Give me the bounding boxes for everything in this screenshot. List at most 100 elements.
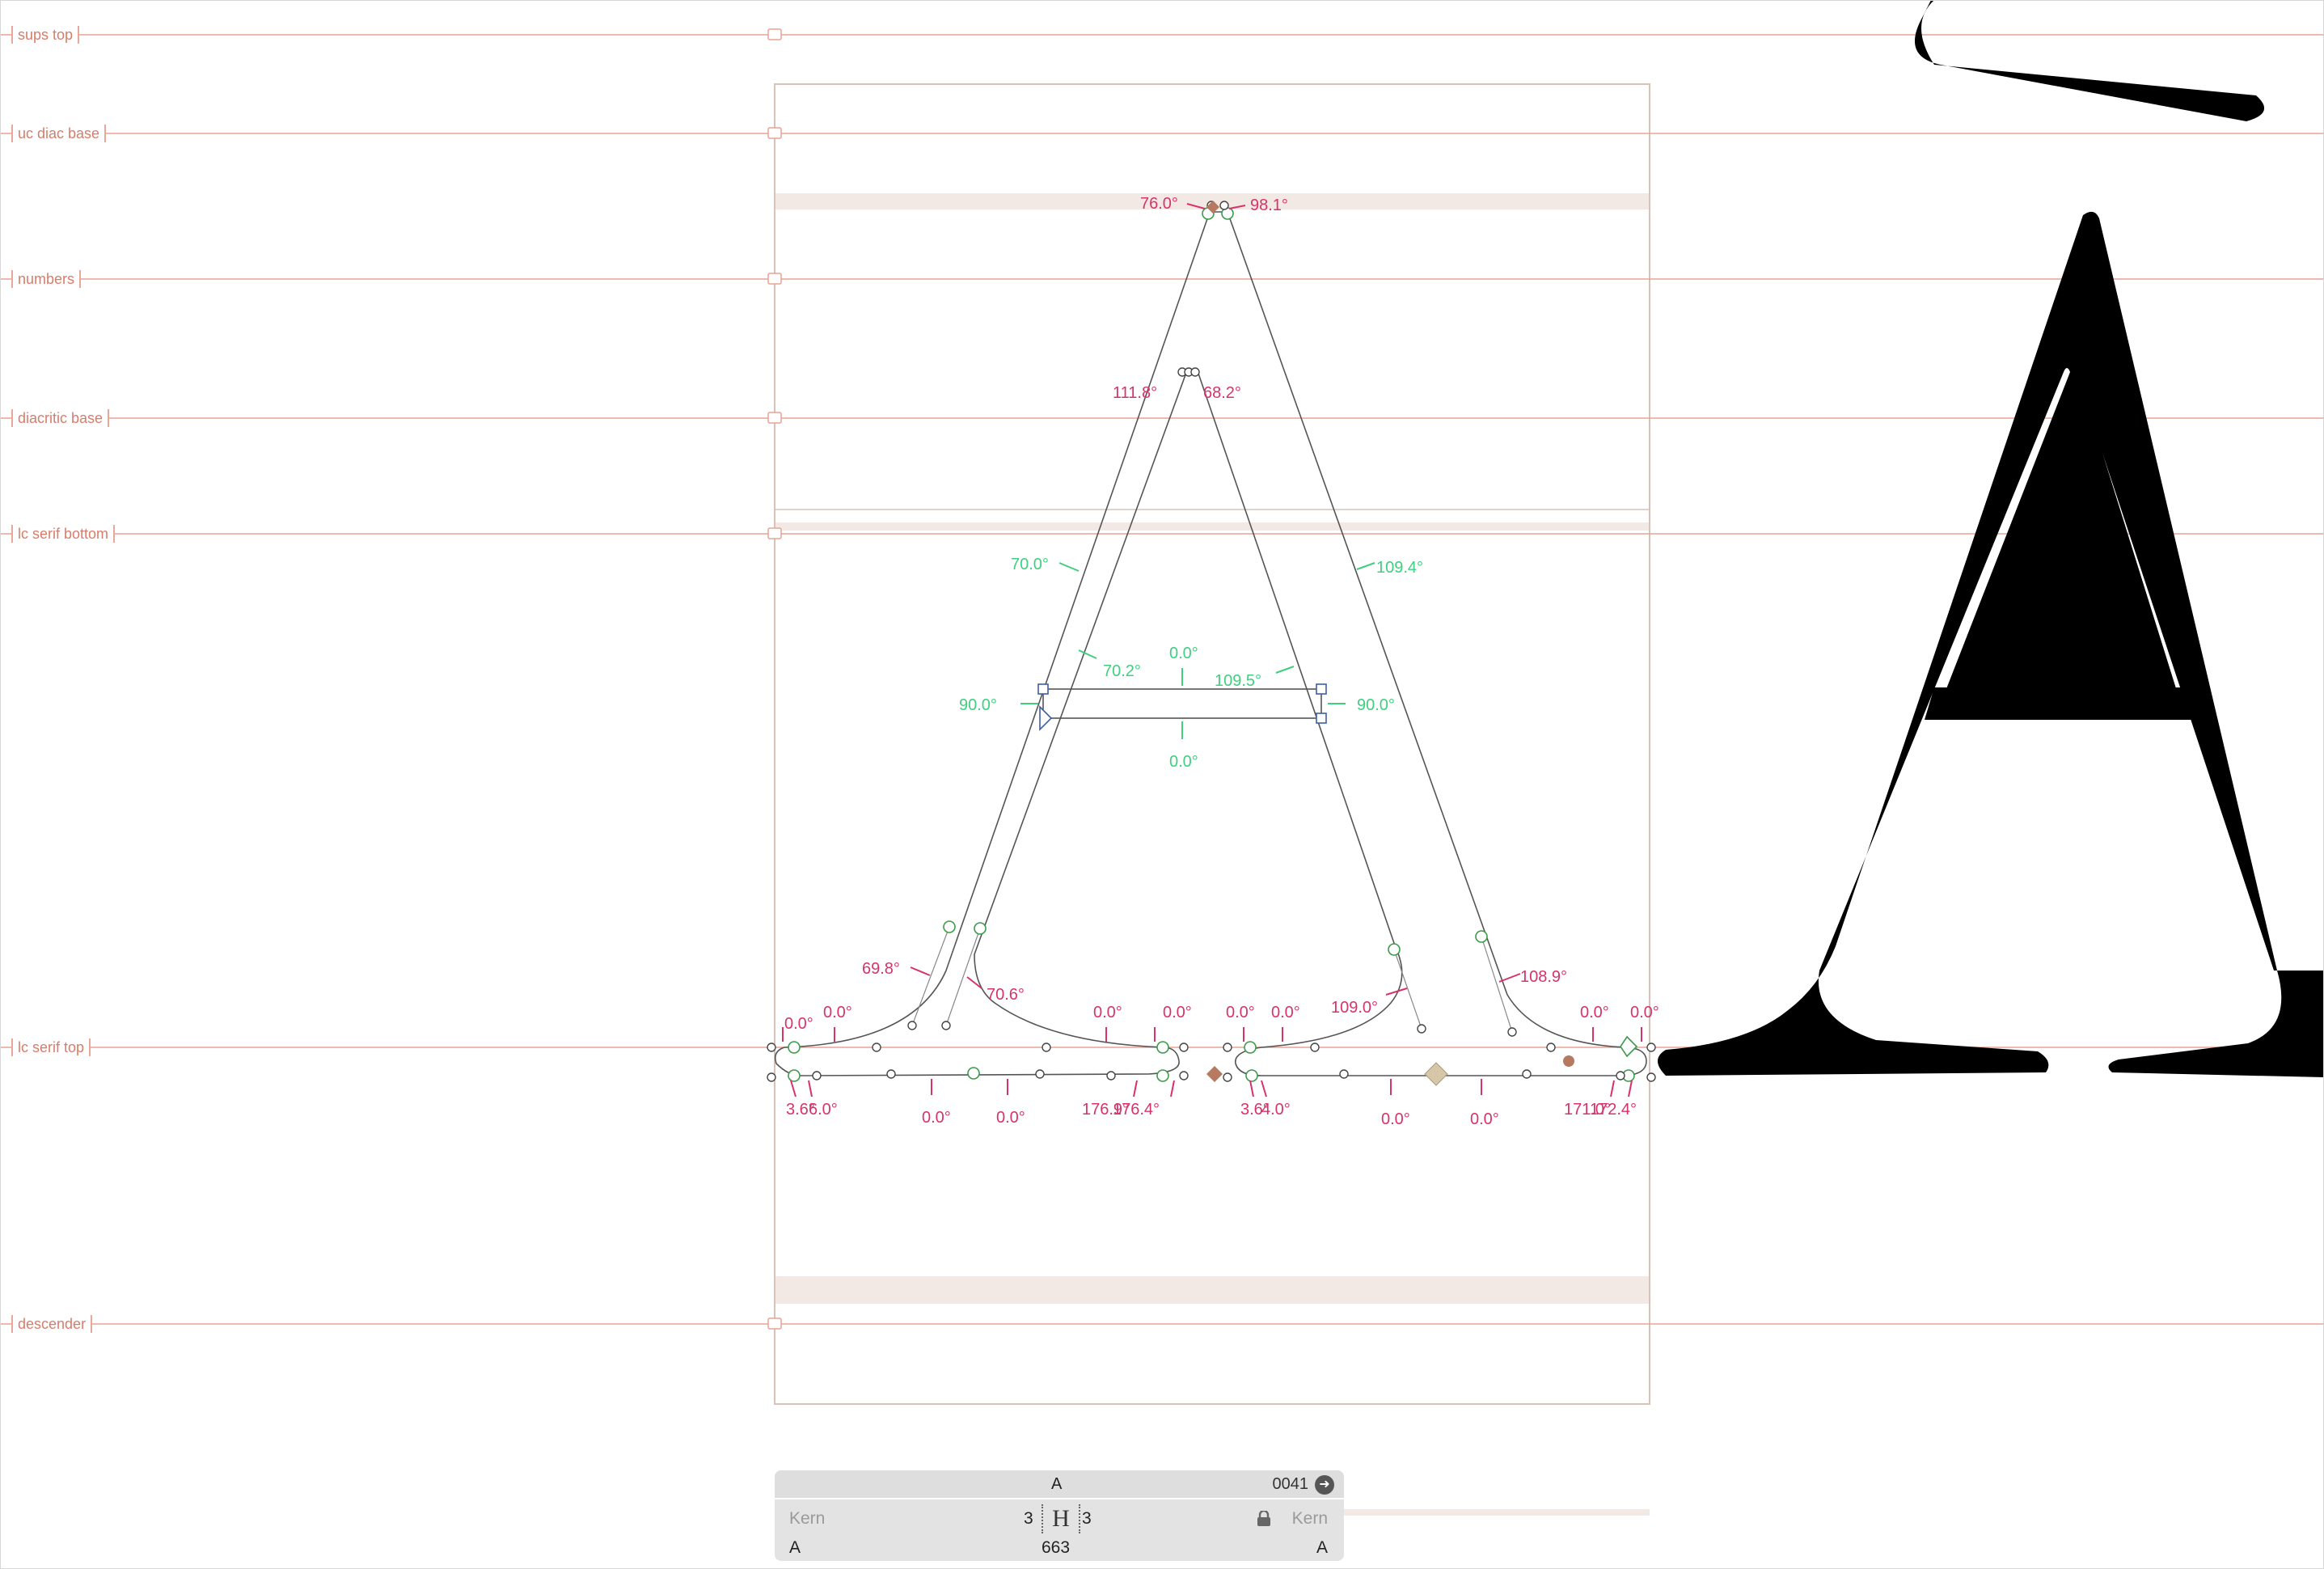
arrow-right-icon[interactable]: ➜: [1315, 1475, 1334, 1495]
anchors[interactable]: [1206, 201, 1638, 1086]
node: [974, 922, 987, 935]
angle-label: 108.9°: [1520, 968, 1567, 986]
angle-label: 0.0°: [823, 1004, 852, 1021]
lock-icon: [767, 412, 782, 424]
A-preview: [1658, 211, 2324, 1077]
unicode-value[interactable]: 0041: [1272, 1475, 1309, 1493]
angle-label: 3.6°: [786, 1101, 815, 1119]
angle-label: 0.0°: [1381, 1110, 1410, 1128]
glyph-name[interactable]: A: [1051, 1475, 1063, 1493]
grave-accent-preview: [1914, 0, 2265, 121]
alignment-zone-xheight: [775, 522, 1650, 531]
lock-icon: [767, 527, 782, 539]
angle-labels: 76.0° 98.1° 111.8° 68.2° 70.0° 109.4° 70…: [784, 195, 1659, 1128]
anchor-top: [1206, 201, 1219, 214]
right-group-field[interactable]: A: [1316, 1538, 1328, 1557]
lock-icon: [767, 1317, 782, 1330]
glyph-info-box: A 0041 ➜ Kern 3 H 3 Kern A 663 A: [775, 1470, 1344, 1561]
angle-ticks-green: [1020, 562, 1375, 739]
angle-label: 109.0°: [1331, 999, 1378, 1017]
guideline-label-lc-serif-top[interactable]: lc serif top: [11, 1038, 91, 1056]
kern-right-field[interactable]: Kern: [1291, 1509, 1328, 1528]
glyph-preview-A-grave: [1658, 0, 2324, 1077]
right-sidebearing-field[interactable]: 3: [1082, 1509, 1092, 1528]
angle-label: 76.0°: [1140, 195, 1178, 213]
angle-label: 4.0°: [1261, 1101, 1291, 1119]
angle-label: 68.2°: [1203, 384, 1241, 402]
node: [1156, 1069, 1169, 1082]
angle-label: 0.0°: [996, 1109, 1025, 1127]
anchor-bottom: [1206, 1066, 1223, 1082]
lock-icon: [767, 127, 782, 139]
angle-label: 0.0°: [1470, 1110, 1499, 1128]
angle-label: 3.6°: [1240, 1101, 1270, 1119]
node: [943, 920, 956, 933]
metrics-link-icon[interactable]: H: [1042, 1504, 1080, 1533]
angle-label: 111.8°: [1113, 384, 1157, 402]
node: [788, 1041, 801, 1054]
node: [967, 1067, 980, 1080]
angle-label: 176.9°: [1082, 1101, 1129, 1119]
bezier-handles: [911, 926, 1513, 1033]
angle-label: 0.0°: [922, 1109, 951, 1127]
guideline-lock-icons[interactable]: [767, 28, 782, 1330]
on-curve-nodes[interactable]: [788, 207, 1635, 1082]
crossbar-contour: [1042, 688, 1322, 719]
angle-label: 0.0°: [1093, 1004, 1122, 1021]
angle-label: 0.0°: [1271, 1004, 1300, 1021]
angle-label: 6.0°: [809, 1101, 838, 1119]
left-group-field[interactable]: A: [789, 1538, 801, 1557]
A-crossbar-preview: [1925, 687, 2212, 720]
start-node-icon: [1620, 1035, 1638, 1058]
lock-icon[interactable]: [1257, 1511, 1271, 1527]
alignment-zone-footer: [1342, 1509, 1650, 1516]
guideline-label-diacritic-base[interactable]: diacritic base: [11, 409, 110, 427]
anchor-dot: [1563, 1055, 1574, 1067]
left-sidebearing-field[interactable]: 3: [1024, 1509, 1033, 1528]
angle-label: 98.1°: [1250, 197, 1288, 214]
angle-label: 0.0°: [1630, 1004, 1659, 1021]
angle-label: 171.0°: [1564, 1101, 1611, 1119]
start-node-icon: [1039, 705, 1053, 731]
info-box-header: A 0041 ➜: [775, 1470, 1344, 1498]
angle-label: 176.4°: [1113, 1101, 1160, 1119]
angle-label: 70.2°: [1103, 662, 1141, 680]
angle-label: 70.0°: [1011, 556, 1049, 573]
angle-label: 109.5°: [1215, 672, 1261, 690]
angle-label: 0.0°: [1169, 753, 1198, 771]
angle-label: 90.0°: [959, 696, 997, 714]
outer-contour: [774, 211, 1647, 1076]
angle-label: 0.0°: [784, 1015, 813, 1033]
anchor-ogonek: [1424, 1062, 1448, 1086]
angle-label: 0.0°: [1163, 1004, 1192, 1021]
guideline-label-sups-top[interactable]: sups top: [11, 26, 80, 44]
angle-label: 69.8°: [862, 960, 900, 978]
lock-icon: [767, 28, 782, 40]
node: [1244, 1041, 1257, 1054]
corner-nodes[interactable]: [1037, 683, 1327, 731]
lock-icon: [767, 273, 782, 285]
guideline-label-numbers[interactable]: numbers: [11, 270, 82, 288]
width-field[interactable]: 663: [1042, 1538, 1071, 1557]
alignment-zone-descender: [775, 1276, 1650, 1304]
angle-label: 0.0°: [1169, 645, 1198, 662]
guideline-label-descender[interactable]: descender: [11, 1315, 93, 1333]
node: [1388, 943, 1401, 956]
info-box-metrics: Kern 3 H 3 Kern A 663 A: [775, 1499, 1344, 1561]
kern-left-field[interactable]: Kern: [789, 1509, 826, 1528]
angle-label: 0.0°: [1226, 1004, 1255, 1021]
node: [788, 1069, 801, 1082]
glyph-outline[interactable]: [774, 211, 1647, 1076]
node: [1245, 1069, 1258, 1082]
angle-ticks-red: [782, 203, 1642, 1097]
guideline-label-lc-serif-bottom[interactable]: lc serif bottom: [11, 525, 116, 543]
glyph-metric-box: [774, 83, 1650, 1405]
angle-label: 0.0°: [1580, 1004, 1609, 1021]
angle-label: 90.0°: [1357, 696, 1395, 714]
guideline-label-uc-diac-base[interactable]: uc diac base: [11, 125, 107, 142]
node: [1156, 1041, 1169, 1054]
angle-label: 70.6°: [987, 986, 1025, 1004]
off-curve-nodes[interactable]: [767, 201, 1656, 1082]
